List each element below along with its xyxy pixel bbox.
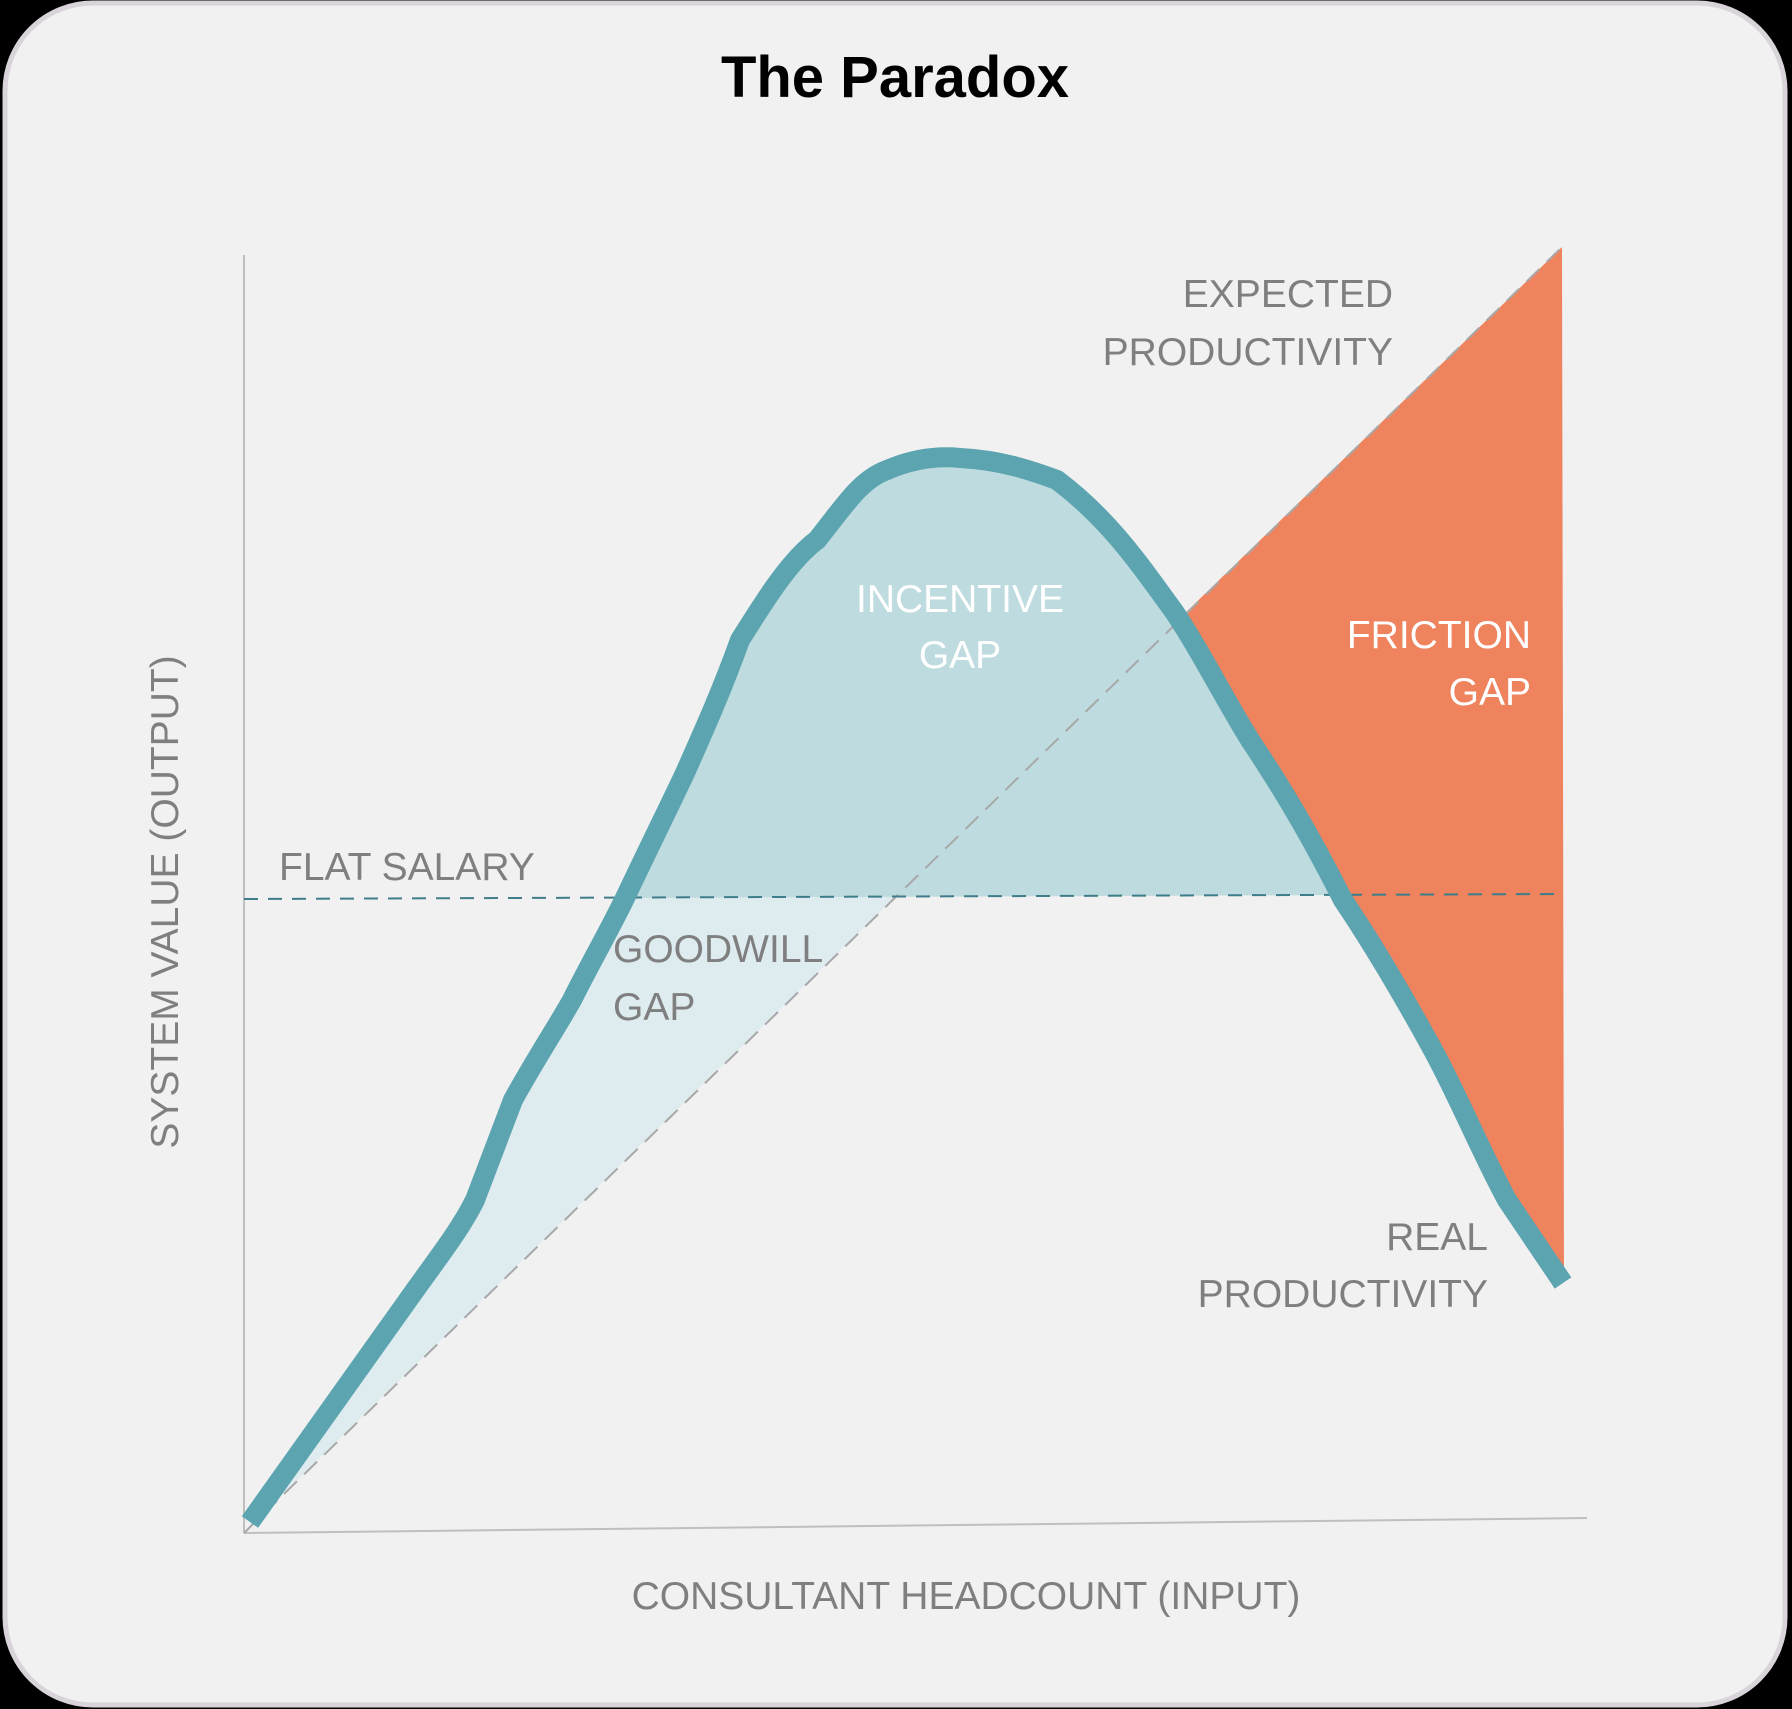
friction-gap-region bbox=[1180, 247, 1564, 1280]
x-axis-label: CONSULTANT HEADCOUNT (INPUT) bbox=[632, 1575, 1301, 1618]
expected-productivity-label-line1: EXPECTED bbox=[1183, 273, 1393, 316]
goodwill-gap-label-line1: GOODWILL bbox=[613, 928, 823, 971]
goodwill-gap-label-line2: GAP bbox=[613, 986, 695, 1029]
incentive-gap-label-line1: INCENTIVE bbox=[856, 578, 1064, 621]
incentive-gap-label-line2: GAP bbox=[919, 634, 1001, 677]
incentive-gap-region bbox=[625, 457, 1345, 898]
flat-salary-label: FLAT SALARY bbox=[279, 846, 535, 889]
y-axis-label: SYSTEM VALUE (OUTPUT) bbox=[144, 655, 187, 1148]
real-productivity-label-line1: REAL bbox=[1386, 1216, 1488, 1259]
friction-gap-label-line1: FRICTION bbox=[1347, 614, 1531, 657]
chart-title: The Paradox bbox=[721, 45, 1069, 110]
expected-productivity-label-line2: PRODUCTIVITY bbox=[1103, 331, 1393, 374]
x-axis bbox=[243, 1517, 1588, 1534]
real-productivity-label-line2: PRODUCTIVITY bbox=[1198, 1273, 1488, 1316]
friction-gap-label-line2: GAP bbox=[1449, 671, 1531, 714]
real-productivity-curve bbox=[241, 447, 1572, 1528]
flat-salary-line bbox=[243, 893, 1564, 900]
